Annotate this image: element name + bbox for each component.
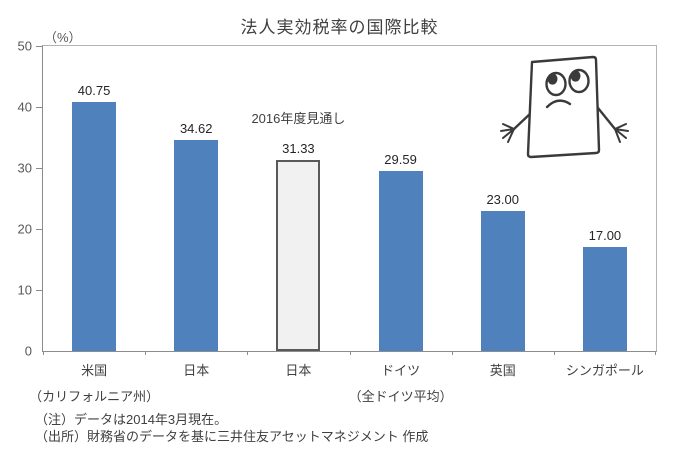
- category-label: ドイツ: [381, 363, 421, 378]
- y-axis-tick: [36, 289, 42, 291]
- plot-area: 0 10 20 30 40 50 40.75 米国 （カリフォルニア州） 34.62 日本 31.33…: [18, 39, 657, 404]
- footnotes: （注）データは2014年3月現在。 （出所）財務省のデータを基に三井住友アセット…: [35, 411, 428, 445]
- bar-slot-米国: 40.75 米国 （カリフォルニア州）: [29, 46, 159, 404]
- category-label: 英国: [489, 363, 516, 378]
- bar-日本: [174, 139, 219, 351]
- x-axis-tick: [247, 351, 248, 355]
- worried-document-mascot-illustration: [500, 55, 629, 159]
- bar-ドイツ: [378, 170, 423, 351]
- forecast-bar-日本: [276, 159, 321, 351]
- y-axis-unit-label: （%）: [44, 30, 82, 45]
- value-label: 40.75: [77, 83, 111, 99]
- y-axis-tick-label: 0: [24, 343, 32, 359]
- x-axis-tick: [350, 351, 351, 355]
- mascot-right-pupil: [570, 70, 581, 82]
- bar-slot-シンガポール: 17.00 シンガポール: [554, 46, 656, 378]
- footnote-attribution: （出所）財務省のデータを基に三井住友アセットマネジメント 作成: [35, 429, 429, 444]
- x-axis-tick: [554, 351, 555, 355]
- category-sub-label: （カリフォルニア州）: [29, 389, 160, 404]
- bar-米国: [72, 102, 117, 351]
- bar-slot-ドイツ: 29.59 ドイツ （全ドイツ平均）: [349, 46, 453, 404]
- x-axis-tick: [655, 351, 656, 355]
- footnote-source-date: （注）データは2014年3月現在。: [35, 412, 228, 427]
- y-axis-tick: [36, 167, 42, 169]
- y-axis-tick-label: 30: [17, 160, 32, 176]
- bar-slot-日本: 34.62 日本: [145, 46, 247, 378]
- y-axis-tick-label: 10: [17, 282, 32, 298]
- bar-シンガポール: [582, 247, 627, 351]
- y-axis-tick: [36, 45, 42, 47]
- value-label: 29.59: [384, 151, 417, 167]
- value-label: 23.00: [486, 191, 519, 207]
- value-label: 31.33: [282, 140, 315, 156]
- y-axis-tick-label: 50: [17, 38, 32, 54]
- y-axis-tick: [36, 228, 42, 230]
- x-axis-tick: [452, 351, 453, 355]
- bar-英国: [480, 210, 525, 351]
- category-label: 日本: [285, 363, 312, 378]
- category-label: 日本: [183, 363, 210, 378]
- value-label: 17.00: [588, 228, 622, 244]
- y-axis-tick-label: 40: [17, 99, 32, 115]
- mascot-left-eye: [545, 71, 567, 97]
- mascot-left-pupil: [547, 73, 558, 85]
- mascot-right-arm: [596, 106, 617, 131]
- category-sub-label: （全ドイツ平均）: [348, 389, 453, 404]
- mascot-left-hand: [500, 123, 515, 143]
- mascot-right-eye: [568, 68, 590, 94]
- bar-slot-日本: 31.33 2016年度見通し 日本: [247, 46, 349, 378]
- value-label: 34.62: [179, 120, 213, 136]
- y-axis-tick: [36, 106, 42, 108]
- y-axis-tick-label: 20: [17, 221, 32, 237]
- forecast-annotation: 2016年度見通し: [251, 110, 346, 126]
- mascot-body: [526, 55, 601, 159]
- bar-slot-英国: 23.00 英国: [452, 46, 554, 378]
- category-label: 米国: [81, 363, 108, 378]
- x-axis-tick: [43, 351, 44, 355]
- category-label: シンガポール: [565, 363, 644, 378]
- chart-title: 法人実効税率の国際比較: [240, 18, 439, 37]
- mascot-frown-mouth: [545, 99, 572, 109]
- x-axis-tick: [145, 351, 146, 355]
- mascot-right-hand: [614, 123, 629, 143]
